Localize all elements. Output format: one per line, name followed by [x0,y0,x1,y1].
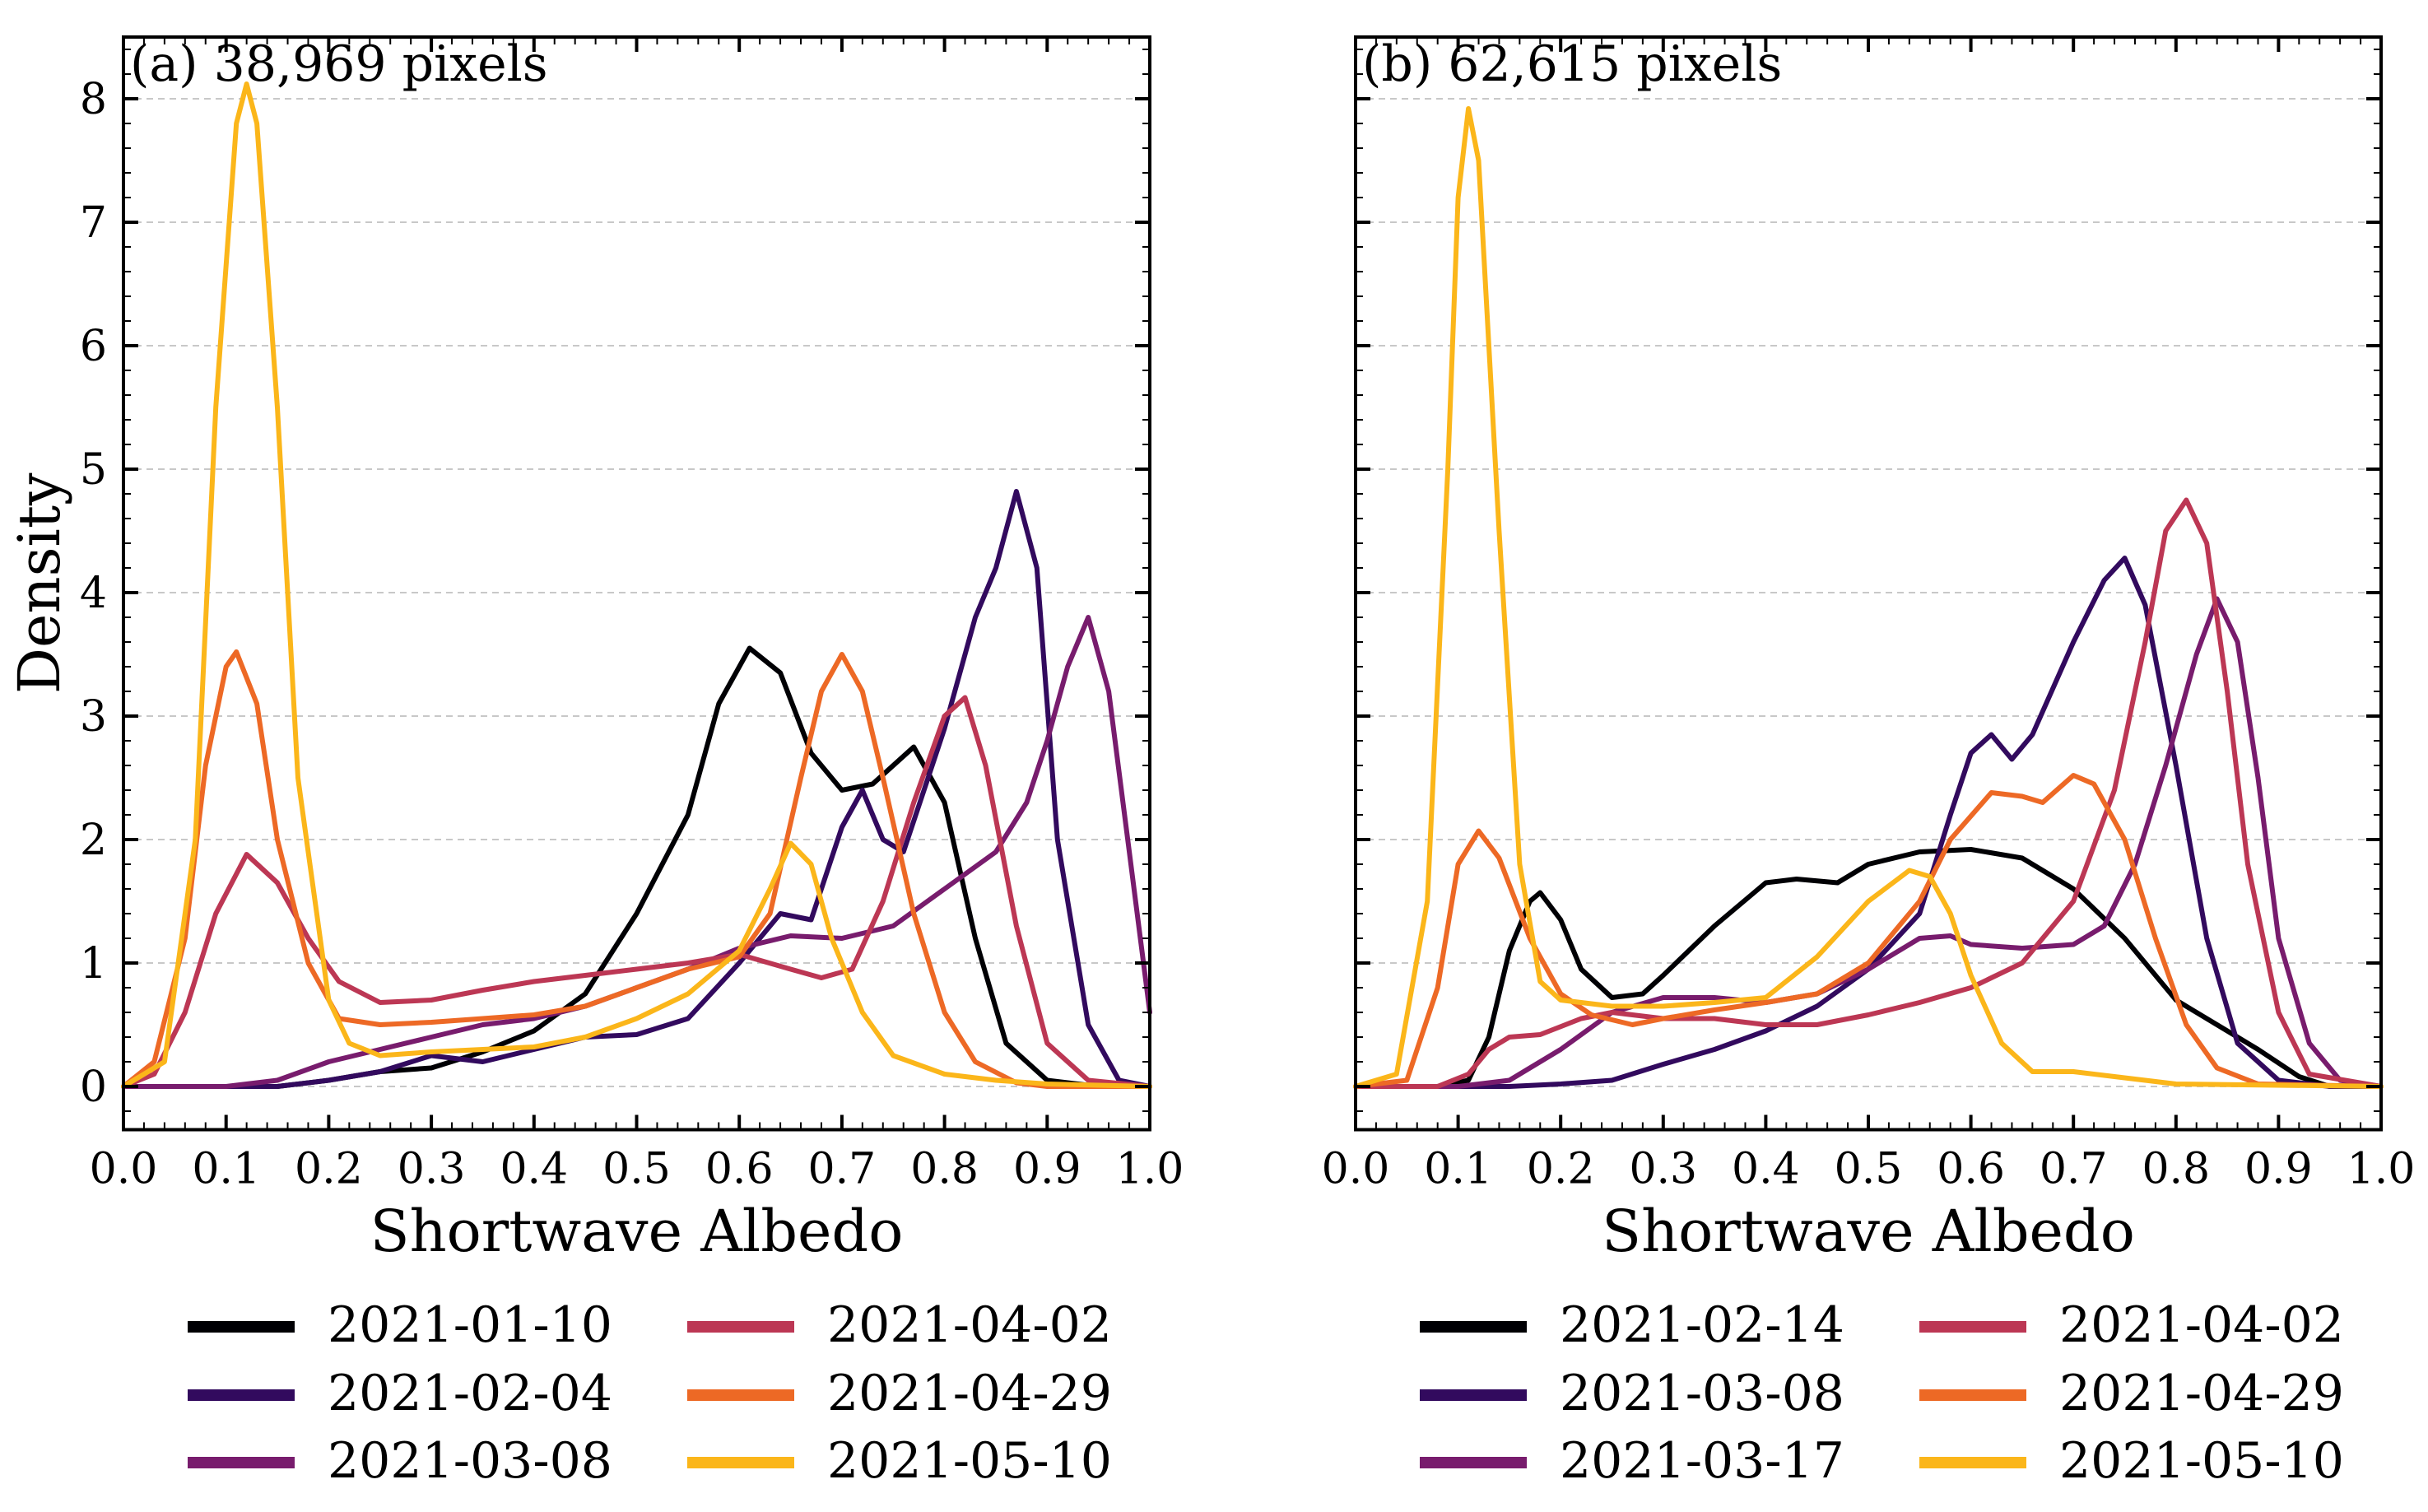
x-tick-label: 1.0 [1116,1145,1184,1194]
x-tick-label: 0.4 [1732,1145,1800,1194]
legend-label: 2021-02-04 [328,1365,612,1422]
legend-label: 2021-04-29 [827,1365,1112,1422]
legend-label: 2021-03-17 [1560,1432,1844,1490]
y-tick-label: 4 [80,569,107,618]
series-line-2021-03-08 [1353,556,2384,1089]
series-line-2021-04-02 [121,695,1152,1089]
legend-label: 2021-03-08 [328,1432,612,1490]
series-line-2021-02-14 [1353,847,2384,1089]
legend-item: 2021-02-14 [1420,1296,1844,1354]
panel-label: (b) 62,615 pixels [1362,35,1782,93]
legend-item: 2021-01-10 [188,1296,612,1354]
x-tick-label: 0.6 [1937,1145,2005,1194]
legend-item: 2021-02-04 [188,1365,612,1422]
y-axis-title: Density [6,472,73,694]
x-tick-label: 0.9 [2244,1145,2313,1194]
x-tick-label: 1.0 [2347,1145,2416,1194]
x-tick-label: 0.1 [192,1145,260,1194]
x-tick-label: 0.8 [2142,1145,2210,1194]
panel-label: (a) 38,969 pixels [130,35,548,93]
x-axis-title: Shortwave Albedo [370,1198,904,1265]
x-tick-label: 0.2 [1527,1145,1595,1194]
plot-frame [122,35,1151,1132]
y-tick-label: 5 [80,445,107,495]
x-tick-label: 0.4 [500,1145,568,1194]
y-tick-label: 3 [80,692,107,742]
legend-label: 2021-05-10 [2059,1432,2344,1490]
series-line-2021-03-17 [1353,596,2384,1089]
x-tick-label: 0.0 [90,1145,158,1194]
x-tick-label: 0.2 [295,1145,363,1194]
legend-label: 2021-05-10 [827,1432,1112,1490]
legend-item: 2021-05-10 [1919,1432,2344,1490]
legend-label: 2021-01-10 [328,1296,612,1354]
legend-item: 2021-03-17 [1420,1432,1844,1490]
x-axis-title: Shortwave Albedo [1602,1198,2135,1265]
x-tick-label: 0.9 [1013,1145,1081,1194]
series-line-2021-04-29 [1353,773,2384,1089]
panel-a: 0.0 0.1 0.2 0.3 0.4 0.5 0.6 0.7 0.8 0.9 1.0 0 1 2 3 4 5 6… [6,35,1184,1490]
x-tick-label: 0.7 [2040,1145,2108,1194]
legend: 2021-01-10 2021-02-04 2021-03-08 2021-04-02… [188,1296,1112,1490]
series-line-2021-04-29 [121,649,1152,1089]
legend-item: 2021-04-29 [687,1365,1112,1422]
legend-item: 2021-03-08 [188,1432,612,1490]
panel-b: 0.0 0.1 0.2 0.3 0.4 0.5 0.6 0.7 0.8 0.9 1.0 Shortwa… [1322,35,2416,1490]
y-tick-label: 0 [80,1063,107,1112]
x-tick-label: 0.3 [398,1145,466,1194]
x-tick-label: 0.6 [705,1145,774,1194]
legend-label: 2021-04-02 [827,1296,1112,1354]
legend-label: 2021-03-08 [1560,1365,1844,1422]
series-line-2021-02-04 [121,489,1152,1089]
legend-item: 2021-03-08 [1420,1365,1844,1422]
series-line-2021-05-10 [1353,106,2384,1089]
x-tick-label: 0.5 [1835,1145,1903,1194]
x-tick-label: 0.8 [910,1145,979,1194]
y-tick-label: 7 [80,198,107,248]
legend-item: 2021-04-02 [687,1296,1112,1354]
x-tick-label: 0.0 [1322,1145,1390,1194]
x-tick-label: 0.3 [1629,1145,1697,1194]
y-tick-label: 8 [80,75,107,124]
legend-label: 2021-02-14 [1560,1296,1844,1354]
y-tick-label: 2 [80,816,107,865]
x-tick-label: 0.5 [602,1145,671,1194]
series-line-2021-05-10 [121,81,1152,1089]
legend-label: 2021-04-02 [2059,1296,2344,1354]
legend-item: 2021-04-02 [1919,1296,2344,1354]
y-tick-label: 1 [80,939,107,989]
legend: 2021-02-14 2021-03-08 2021-03-17 2021-04-02… [1420,1296,2344,1490]
series-line-2021-04-02 [1353,497,2384,1089]
legend-label: 2021-04-29 [2059,1365,2344,1422]
legend-item: 2021-04-29 [1919,1365,2344,1422]
legend-item: 2021-05-10 [687,1432,1112,1490]
x-tick-label: 0.1 [1424,1145,1492,1194]
y-tick-label: 6 [80,322,107,371]
x-tick-label: 0.7 [808,1145,877,1194]
